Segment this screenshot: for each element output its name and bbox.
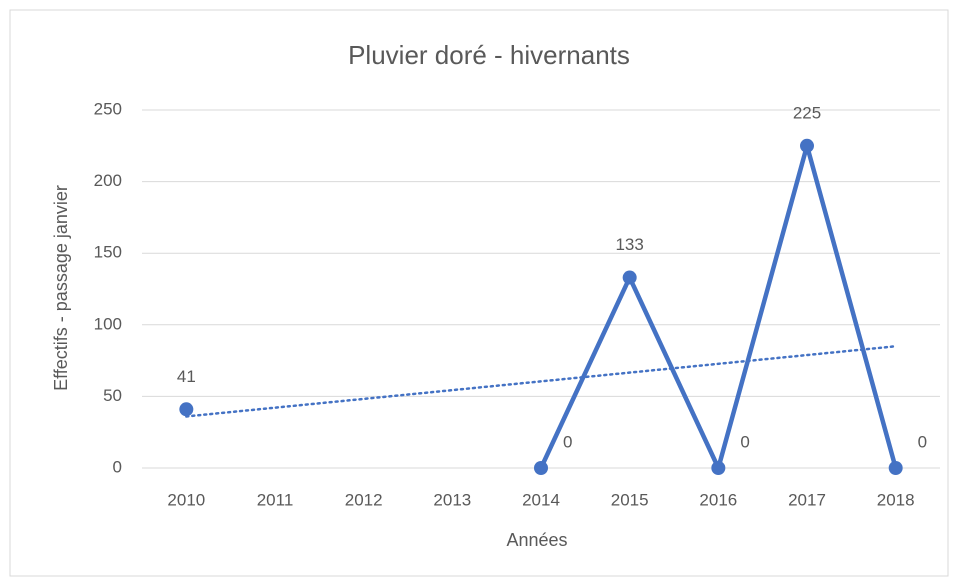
x-axis-label: Années [506, 530, 567, 550]
chart-title: Pluvier doré - hivernants [348, 40, 630, 70]
x-tick-label: 2012 [345, 490, 383, 509]
x-tick-label: 2014 [522, 490, 560, 509]
x-tick-label: 2018 [877, 490, 915, 509]
y-tick-label: 200 [94, 171, 122, 190]
data-point [622, 270, 637, 285]
x-tick-label: 2016 [699, 490, 737, 509]
data-label: 0 [563, 432, 572, 451]
x-tick-label: 2010 [167, 490, 205, 509]
data-label: 225 [793, 103, 821, 122]
data-label: 41 [177, 367, 196, 386]
y-axis-label: Effectifs - passage janvier [51, 185, 71, 391]
x-tick-label: 2017 [788, 490, 826, 509]
data-point [888, 461, 903, 475]
y-tick-label: 0 [113, 457, 122, 476]
x-tick-label: 2013 [433, 490, 471, 509]
x-tick-label: 2011 [257, 490, 294, 509]
x-tick-label: 2015 [611, 490, 649, 509]
data-point [800, 138, 814, 153]
data-label: 0 [918, 432, 927, 451]
chart-border [9, 9, 949, 577]
y-tick-label: 100 [94, 314, 122, 333]
data-label: 0 [740, 432, 749, 451]
y-tick-label: 150 [94, 243, 122, 262]
data-label: 133 [615, 235, 643, 254]
data-point [534, 461, 548, 475]
y-tick-label: 250 [94, 99, 122, 118]
y-tick-label: 50 [103, 386, 122, 405]
data-point [179, 402, 194, 417]
data-point [711, 461, 726, 475]
trendline [185, 345, 897, 418]
